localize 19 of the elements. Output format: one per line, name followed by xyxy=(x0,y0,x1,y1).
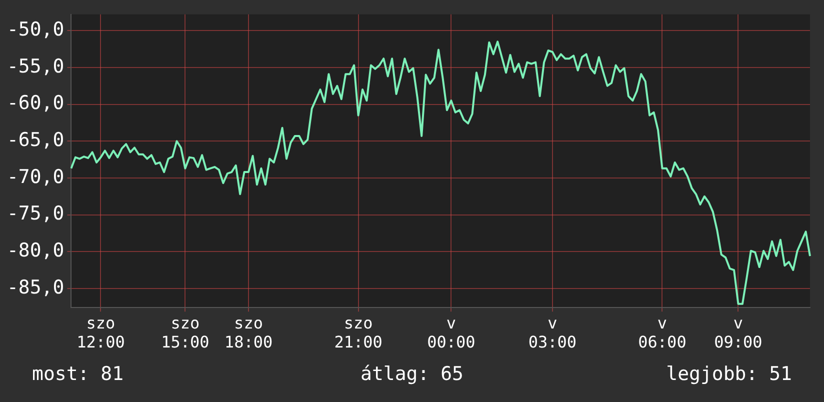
x-tick-label: v 03:00 xyxy=(528,313,577,352)
y-tick-label: -70,0 xyxy=(6,166,64,188)
x-tick-label: v 00:00 xyxy=(427,313,476,352)
text: most: 81 xyxy=(32,362,124,385)
x-tick-label: szo 15:00 xyxy=(161,313,210,352)
text: átlag: 65 xyxy=(360,362,464,385)
y-tick-label: -50,0 xyxy=(6,18,64,41)
x-tick-label: v 06:00 xyxy=(638,313,686,352)
x-tick-label: szo 18:00 xyxy=(224,313,273,352)
y-tick-label: -55,0 xyxy=(6,55,64,78)
y-tick-label: -65,0 xyxy=(6,129,64,152)
y-tick-label: -60,0 xyxy=(6,92,64,114)
x-tick-label: szo 21:00 xyxy=(334,313,382,352)
x-tick-label: v 09:00 xyxy=(714,313,762,352)
text: legjobb: 51 xyxy=(666,362,792,385)
y-tick-label: -85,0 xyxy=(6,276,64,298)
x-tick-label: szo 12:00 xyxy=(76,313,125,352)
y-tick-label: -80,0 xyxy=(6,240,64,262)
y-tick-label: -75,0 xyxy=(6,202,64,225)
